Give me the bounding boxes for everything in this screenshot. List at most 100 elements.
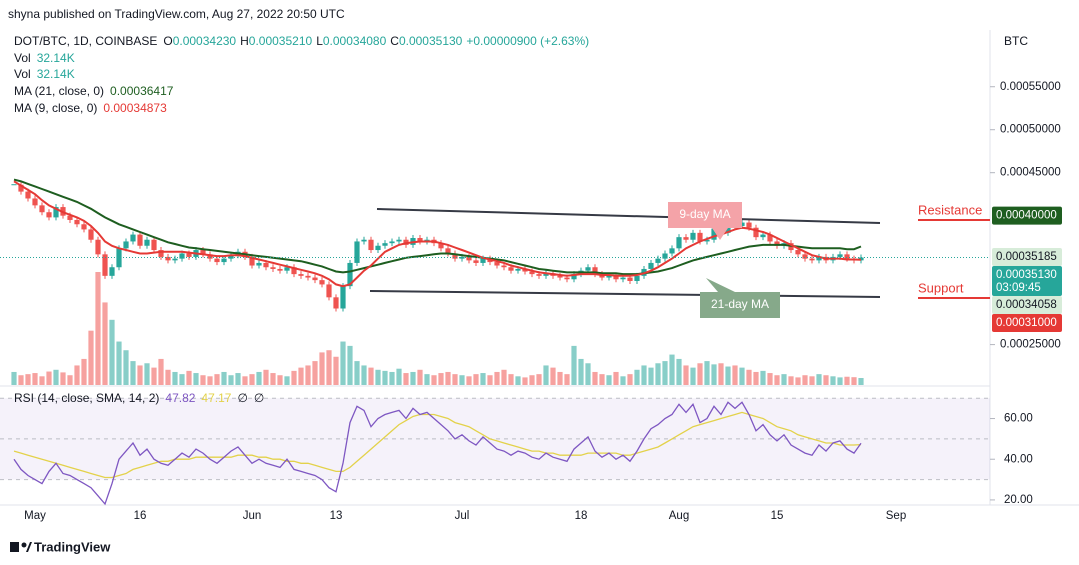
ma9-row: MA (9, close, 0) 0.00034873	[14, 101, 167, 115]
vol-row: Vol 32.14K	[14, 67, 75, 81]
rsi-sma-value: 47.17	[201, 391, 231, 405]
candle-body	[634, 275, 640, 281]
candle-body	[697, 232, 703, 242]
volume-bar	[375, 369, 381, 385]
ma-line	[13, 178, 862, 276]
x-tick-label: 13	[330, 510, 343, 522]
volume-bar	[627, 374, 633, 385]
volume-bar	[396, 368, 402, 385]
volume-bar	[851, 377, 857, 385]
candle-body	[123, 241, 129, 249]
volume-bar	[361, 365, 367, 385]
volume-bar	[704, 361, 710, 385]
vol-key: Vol	[14, 67, 31, 81]
rsi-sma-line	[13, 411, 862, 479]
candle-body	[501, 265, 507, 268]
price-label: 0.00035185	[996, 251, 1057, 263]
price-timer: 03:09:45	[996, 282, 1041, 294]
volume-bar	[795, 377, 801, 385]
candle-body	[228, 255, 234, 259]
candle-body	[46, 212, 52, 218]
candle-body	[676, 237, 682, 249]
candle-body	[95, 239, 101, 255]
volume-bar	[228, 375, 234, 385]
candle-body	[109, 267, 115, 276]
volume-bar	[305, 365, 311, 385]
volume-bar	[46, 371, 52, 385]
volume-bar	[592, 371, 598, 385]
volume-bar	[543, 365, 549, 385]
volume-bar	[207, 376, 213, 385]
volume-bar	[11, 371, 17, 385]
candle-body	[186, 253, 192, 257]
l-key: L	[316, 34, 323, 48]
volume-bar	[333, 356, 339, 385]
x-tick-label: Jun	[243, 510, 262, 522]
vol-row: Vol 32.14K	[14, 51, 75, 65]
volume-bar	[389, 371, 395, 385]
price-label: 0.00035130	[996, 269, 1057, 281]
ma21-value: 0.00036417	[110, 84, 174, 98]
candle-body	[795, 250, 801, 255]
volume-bar	[536, 374, 542, 385]
candle-body	[592, 267, 598, 275]
volume-bar	[669, 354, 675, 385]
candle-body	[683, 237, 689, 240]
volume-bar	[690, 367, 696, 385]
volume-bar	[452, 374, 458, 385]
ma9-value: 0.00034873	[103, 101, 167, 115]
candle-body	[466, 256, 472, 261]
candle-body	[445, 248, 451, 254]
volume-bar	[494, 371, 500, 385]
c-key: C	[390, 34, 399, 48]
o-key: O	[163, 34, 172, 48]
ma9-annotation: 9-day MA	[679, 207, 730, 221]
volume-bar	[179, 374, 185, 385]
candle-body	[396, 239, 402, 242]
candle-body	[571, 274, 577, 280]
candle-body	[277, 268, 283, 271]
volume-bar	[739, 367, 745, 385]
candle-body	[326, 284, 332, 298]
candle-body	[81, 224, 87, 230]
volume-bar	[620, 376, 626, 385]
candle-body	[256, 262, 262, 266]
candle-body	[319, 280, 325, 285]
candle-body	[508, 267, 514, 271]
volume-bar	[284, 376, 290, 385]
volume-bar	[165, 369, 171, 385]
candle-body	[207, 254, 213, 259]
volume-bar	[151, 367, 157, 385]
candle-body	[564, 277, 570, 280]
volume-bar	[88, 330, 94, 385]
x-tick-label: 15	[771, 510, 784, 522]
ma21-callout	[700, 278, 780, 318]
brand: TradingView	[34, 539, 111, 554]
volume-bar	[844, 376, 850, 385]
volume-bar	[515, 376, 521, 385]
candle-body	[312, 277, 318, 281]
candle-body	[291, 267, 297, 275]
candle-body	[39, 205, 45, 213]
price-label-box	[992, 248, 1062, 267]
candle-body	[417, 238, 423, 242]
volume-bar	[501, 369, 507, 385]
volume-bar	[522, 377, 528, 385]
volume-bar	[403, 373, 409, 385]
y-unit: BTC	[1004, 34, 1028, 48]
price-label-box	[992, 206, 1062, 225]
candle-body	[158, 250, 164, 257]
volume-bar	[39, 376, 45, 385]
candle-body	[613, 275, 619, 280]
ma21-key: MA (21, close, 0)	[14, 84, 104, 98]
candle-body	[221, 258, 227, 263]
candle-body	[648, 262, 654, 269]
candle-body	[200, 250, 206, 255]
rsi-title: RSI (14, close, SMA, 14, 2)	[14, 391, 159, 405]
rsi-flag: ∅	[254, 391, 264, 405]
volume-bar	[487, 375, 493, 385]
volume-bar	[466, 376, 472, 385]
candle-body	[774, 241, 780, 246]
